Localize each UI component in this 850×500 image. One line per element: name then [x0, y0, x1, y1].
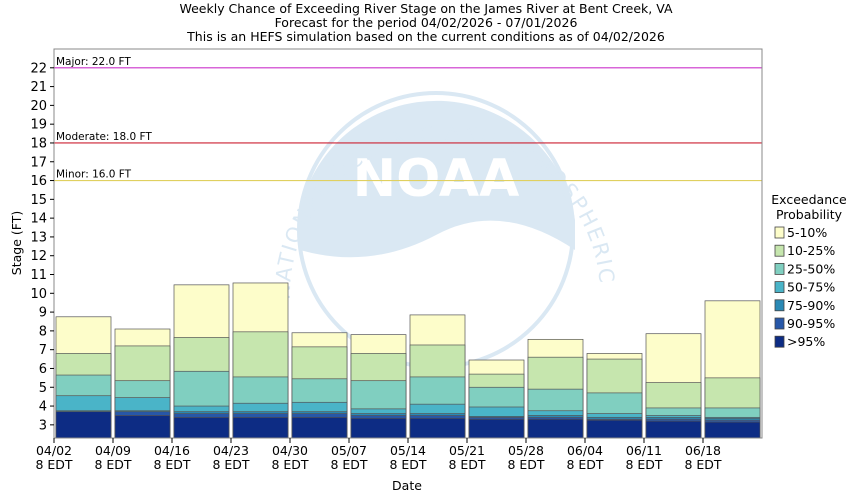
legend-title-line-1: Exceedance: [771, 192, 847, 207]
bar-segment: [350, 417, 407, 439]
x-tick-label-date: 04/30: [272, 443, 308, 458]
x-tick-label-date: 06/18: [685, 443, 721, 458]
y-tick-label: 15: [30, 193, 47, 208]
bar-segment: [173, 416, 230, 439]
legend-entry-label: 90-95%: [787, 316, 835, 331]
x-tick-label-time: 8 EDT: [389, 457, 426, 472]
legend-swatch: [774, 262, 785, 275]
y-tick-label: 22: [30, 61, 47, 76]
x-tick-label-time: 8 EDT: [448, 457, 485, 472]
x-tick-label-time: 8 EDT: [684, 457, 721, 472]
chart-title-line-1: Weekly Chance of Exceeding River Stage o…: [179, 1, 672, 16]
legend-title-line-2: Probability: [776, 207, 843, 222]
chart-title-line-3: This is an HEFS simulation based on the …: [186, 29, 665, 44]
bar-segment: [586, 419, 643, 439]
legend-entry-label: 10-25%: [787, 243, 835, 258]
x-tick-label-date: 04/09: [95, 443, 131, 458]
y-tick-label: 20: [30, 99, 47, 114]
x-tick-label-time: 8 EDT: [271, 457, 308, 472]
bar-segment: [232, 416, 289, 439]
x-tick-label-time: 8 EDT: [625, 457, 662, 472]
y-tick-label: 7: [39, 343, 47, 358]
legend-entry-label: 5-10%: [787, 225, 827, 240]
bar-segment: [704, 421, 761, 439]
x-tick-label-date: 06/11: [626, 443, 662, 458]
svg-text:NATIONAL OCEANIC AND ATMOSPHER: NATIONAL OCEANIC AND ATMOSPHERIC ADMINIS…: [0, 0, 619, 300]
y-tick-label: 16: [30, 174, 47, 189]
legend-swatch: [774, 226, 785, 239]
x-tick-label-date: 06/04: [567, 443, 603, 458]
legend-entry-label: 75-90%: [787, 298, 835, 313]
y-tick-label: 8: [39, 324, 47, 339]
y-tick-label: 12: [30, 249, 47, 264]
bar-segment: [645, 420, 702, 439]
threshold-label: Moderate: 18.0 FT: [56, 131, 152, 143]
chart-title-line-2: Forecast for the period 04/02/2026 - 07/…: [275, 15, 578, 30]
legend-swatch: [774, 299, 785, 312]
bar-segment: [55, 411, 112, 439]
y-tick-label: 17: [30, 155, 47, 170]
y-tick-label: 9: [39, 306, 47, 321]
x-tick-label-time: 8 EDT: [330, 457, 367, 472]
x-tick-label-date: 04/02: [36, 443, 72, 458]
x-tick-label-date: 04/16: [154, 443, 190, 458]
x-tick-label-time: 8 EDT: [153, 457, 190, 472]
legend-entry-label: >95%: [787, 334, 825, 349]
bar-segment: [468, 418, 525, 439]
y-tick-label: 21: [30, 80, 47, 95]
y-tick-label: 10: [30, 287, 47, 302]
svg-text:NOAA: NOAA: [353, 149, 520, 209]
x-tick-label-date: 05/21: [449, 443, 485, 458]
y-tick-label: 19: [30, 118, 47, 133]
y-tick-label: 6: [39, 362, 47, 377]
x-tick-label-time: 8 EDT: [507, 457, 544, 472]
legend-swatch: [774, 244, 785, 257]
y-tick-label: 11: [30, 268, 47, 283]
threshold-label: Major: 22.0 FT: [56, 56, 131, 68]
x-tick-label-time: 8 EDT: [212, 457, 249, 472]
threshold-label: Minor: 16.0 FT: [56, 169, 132, 181]
y-tick-label: 3: [39, 418, 47, 433]
legend-entry-label: 50-75%: [787, 280, 835, 295]
x-tick-label-time: 8 EDT: [566, 457, 603, 472]
y-tick-label: 4: [39, 400, 47, 415]
legend-swatch: [774, 281, 785, 294]
bar-segment: [291, 416, 348, 439]
bar-segment: [114, 415, 171, 439]
y-axis-label: Stage (FT): [9, 211, 24, 275]
legend-swatch: [774, 335, 785, 348]
x-tick-label-date: 04/23: [213, 443, 249, 458]
x-axis-label: Date: [392, 478, 422, 493]
y-tick-label: 5: [39, 381, 47, 396]
y-tick-label: 13: [30, 230, 47, 245]
bar-segment: [409, 417, 466, 439]
x-tick-label-date: 05/07: [331, 443, 367, 458]
legend-entry-label: 25-50%: [787, 261, 835, 276]
x-tick-label-time: 8 EDT: [94, 457, 131, 472]
y-tick-label: 14: [30, 212, 47, 227]
x-tick-label-date: 05/14: [390, 443, 426, 458]
x-tick-label-time: 8 EDT: [35, 457, 72, 472]
legend-swatch: [774, 317, 785, 330]
y-tick-label: 18: [30, 136, 47, 151]
bar-segment: [527, 418, 584, 439]
x-tick-label-date: 05/28: [508, 443, 544, 458]
